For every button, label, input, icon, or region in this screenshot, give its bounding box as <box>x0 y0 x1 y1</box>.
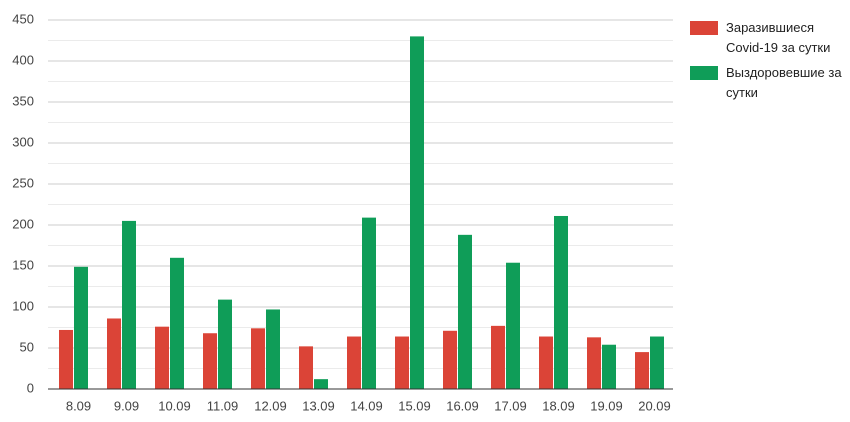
x-tick-label: 19.09 <box>590 398 623 413</box>
legend-label: Заразившиеся Covid-19 за сутки <box>726 20 831 55</box>
bar <box>59 329 73 389</box>
bar <box>299 346 313 389</box>
legend-label: Выздоровевшие за сутки <box>726 65 842 100</box>
bar <box>491 325 505 389</box>
x-tick-label: 10.09 <box>158 398 191 413</box>
bar <box>458 234 472 389</box>
x-tick-label: 12.09 <box>254 398 287 413</box>
y-tick-label: 0 <box>27 380 34 395</box>
bar <box>74 266 88 389</box>
x-tick-label: 15.09 <box>398 398 431 413</box>
x-tick-label: 17.09 <box>494 398 527 413</box>
bar <box>539 336 553 389</box>
x-tick-label: 20.09 <box>638 398 671 413</box>
y-tick-label: 400 <box>12 52 34 67</box>
bar <box>170 257 184 389</box>
y-tick-label: 200 <box>12 216 34 231</box>
bar <box>122 220 136 389</box>
bar <box>218 299 232 389</box>
bar <box>314 379 328 389</box>
y-tick-label: 450 <box>12 11 34 26</box>
y-tick-label: 350 <box>12 93 34 108</box>
x-tick-label: 13.09 <box>302 398 335 413</box>
x-tick-label: 9.09 <box>114 398 139 413</box>
y-tick-label: 300 <box>12 134 34 149</box>
legend-swatch <box>690 66 718 80</box>
legend-item: Заразившиеся Covid-19 за сутки <box>690 18 850 58</box>
bar <box>347 336 361 389</box>
x-tick-label: 14.09 <box>350 398 383 413</box>
bar <box>203 333 217 389</box>
bar <box>251 328 265 389</box>
bar <box>506 262 520 389</box>
y-tick-label: 250 <box>12 175 34 190</box>
bar <box>443 330 457 389</box>
y-tick-label: 100 <box>12 298 34 313</box>
bar <box>587 337 601 389</box>
bar <box>362 217 376 389</box>
bar <box>602 344 616 389</box>
bar <box>410 36 424 390</box>
bar <box>554 215 568 389</box>
x-tick-label: 18.09 <box>542 398 575 413</box>
bar <box>650 336 664 389</box>
bar <box>155 326 169 389</box>
bar <box>266 309 280 389</box>
legend-item: Выздоровевшие за сутки <box>690 63 850 103</box>
y-tick-label: 150 <box>12 257 34 272</box>
y-tick-label: 50 <box>20 339 34 354</box>
legend-swatch <box>690 21 718 35</box>
bar <box>635 352 649 389</box>
x-tick-label: 16.09 <box>446 398 479 413</box>
bar <box>107 318 121 389</box>
x-tick-label: 11.09 <box>207 398 239 413</box>
bar <box>395 336 409 389</box>
x-tick-label: 8.09 <box>66 398 91 413</box>
